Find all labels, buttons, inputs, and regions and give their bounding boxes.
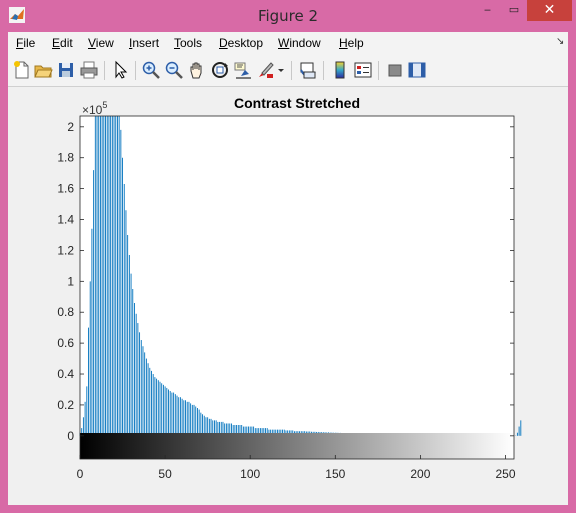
menu-edit[interactable]: Edit xyxy=(52,36,73,50)
new-figure-icon[interactable] xyxy=(12,60,32,80)
dock-arrow-icon[interactable]: ↘ xyxy=(556,36,565,47)
y-exponent-label: ×105 xyxy=(82,100,107,117)
title-bar[interactable]: Figure 2 ‒ ▭ ✕ xyxy=(0,0,576,32)
matlab-app-icon[interactable] xyxy=(9,7,25,23)
y-tick-label: 1 xyxy=(67,274,74,288)
menu-file[interactable]: File xyxy=(16,36,36,50)
pointer-icon[interactable] xyxy=(110,60,130,80)
menu-desktop[interactable]: Desktop xyxy=(219,36,264,50)
histogram-chart: Contrast Stretched ×105 0 0.2 0.4 0.6 0.8 1 1.… xyxy=(57,95,522,481)
x-tick-label: 150 xyxy=(325,467,345,481)
maximize-button[interactable]: ▭ xyxy=(508,3,520,16)
y-tick-label: 1.2 xyxy=(57,243,74,257)
toolbar-separator xyxy=(104,61,105,80)
y-tick-label: 0.2 xyxy=(57,398,74,412)
print-icon[interactable] xyxy=(79,60,99,80)
zoom-out-icon[interactable] xyxy=(164,60,184,80)
toolbar-separator xyxy=(378,61,379,80)
y-tick-label: 1.4 xyxy=(57,213,74,227)
y-tick-label: 2 xyxy=(67,120,74,134)
data-cursor-icon[interactable] xyxy=(233,60,253,80)
colorbar-icon[interactable] xyxy=(330,60,350,80)
save-icon[interactable] xyxy=(56,60,76,80)
toolbar-separator xyxy=(291,61,292,80)
y-tick-label: 1.8 xyxy=(57,151,74,165)
menu-tools[interactable]: Tools xyxy=(174,36,203,50)
hide-plot-tools-icon[interactable] xyxy=(385,60,405,80)
zoom-in-icon[interactable] xyxy=(141,60,161,80)
y-tick-label: 0.6 xyxy=(57,336,74,350)
brush-dropdown-icon[interactable] xyxy=(276,60,286,80)
toolbar-separator xyxy=(135,61,136,80)
y-tick-label: 0.8 xyxy=(57,305,74,319)
figure-toolbar xyxy=(8,55,568,87)
window-title: Figure 2 xyxy=(257,7,319,25)
y-axis: 0 0.2 0.4 0.6 0.8 1 1.2 1.4 1.6 1.8 2 xyxy=(57,120,514,443)
toolbar-separator xyxy=(323,61,324,80)
y-tick-label: 0.4 xyxy=(57,367,74,381)
rotate-3d-icon[interactable] xyxy=(210,60,230,80)
x-tick-label: 0 xyxy=(77,467,84,481)
menu-help[interactable]: Help xyxy=(339,36,364,50)
legend-icon[interactable] xyxy=(353,60,373,80)
menu-insert[interactable]: Insert xyxy=(129,36,160,50)
open-file-icon[interactable] xyxy=(33,60,53,80)
brush-icon[interactable] xyxy=(256,60,276,80)
y-tick-label: 1.6 xyxy=(57,182,74,196)
grayscale-colorbar xyxy=(80,433,514,459)
minimize-button[interactable]: ‒ xyxy=(484,3,491,16)
x-tick-label: 50 xyxy=(158,467,172,481)
x-axis: 0 50 100 150 200 250 xyxy=(77,455,516,481)
plot-area xyxy=(80,116,514,433)
menu-window[interactable]: Window xyxy=(278,36,321,50)
x-tick-label: 100 xyxy=(240,467,260,481)
menu-bar: File Edit View Insert Tools Desktop Window Help… xyxy=(8,32,568,55)
close-button[interactable]: ✕ xyxy=(527,0,572,21)
axes-box xyxy=(79,115,515,460)
figure-canvas[interactable]: Contrast Stretched ×105 0 0.2 0.4 0.6 0.8 1 1.… xyxy=(8,87,568,505)
chart-title: Contrast Stretched xyxy=(234,95,360,111)
link-plot-icon[interactable] xyxy=(298,60,318,80)
y-tick-label: 0 xyxy=(67,429,74,443)
menu-view[interactable]: View xyxy=(88,36,114,50)
x-tick-label: 200 xyxy=(410,467,430,481)
x-tick-label: 250 xyxy=(495,467,515,481)
show-plot-tools-icon[interactable] xyxy=(407,60,427,80)
pan-icon[interactable] xyxy=(187,60,207,80)
